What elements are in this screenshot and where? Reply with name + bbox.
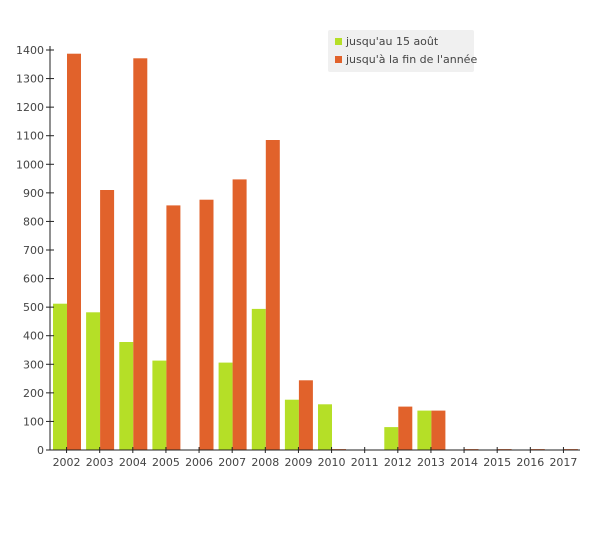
y-tick-label-500: 500 <box>23 301 44 314</box>
bar-2010-series-1 <box>318 404 332 450</box>
bar-2008-series-2 <box>265 140 280 450</box>
legend-label-series-1: jusqu'au 15 août <box>345 35 439 48</box>
x-tick-label-2013: 2013 <box>417 456 445 469</box>
y-tick-label-400: 400 <box>23 330 44 343</box>
x-tick-label-2016: 2016 <box>516 456 544 469</box>
x-tick-label-2014: 2014 <box>450 456 478 469</box>
y-tick-label-1000: 1000 <box>16 158 44 171</box>
y-tick-label-1100: 1100 <box>16 130 44 143</box>
x-tick-label-2007: 2007 <box>218 456 246 469</box>
bar-2003-series-1 <box>86 312 101 450</box>
x-tick-label-2005: 2005 <box>152 456 180 469</box>
bar-2013-series-2 <box>431 410 446 450</box>
bar-2005-series-1 <box>152 360 167 450</box>
bar-2007-series-1 <box>218 362 233 450</box>
bar-2002-series-1 <box>53 303 67 450</box>
x-tick-label-2009: 2009 <box>284 456 312 469</box>
x-tick-label-2010: 2010 <box>318 456 346 469</box>
y-tick-label-300: 300 <box>23 358 44 371</box>
y-tick-label-800: 800 <box>23 215 44 228</box>
x-tick-label-2015: 2015 <box>483 456 511 469</box>
x-tick-label-2003: 2003 <box>86 456 114 469</box>
bar-2005-series-2 <box>166 205 181 450</box>
y-tick-label-1200: 1200 <box>16 101 44 114</box>
bar-2013-series-1 <box>417 410 432 450</box>
bars-group <box>53 53 578 451</box>
bar-2006-series-2 <box>199 199 214 450</box>
y-tick-label-900: 900 <box>23 187 44 200</box>
bar-2008-series-1 <box>251 308 266 450</box>
y-tick-label-200: 200 <box>23 387 44 400</box>
bar-2009-series-2 <box>298 380 313 450</box>
axes-group: 0 100 200 300 400 500 600 700 800 900 1000 1100 1200… <box>16 44 580 469</box>
x-tick-label-2002: 2002 <box>53 456 81 469</box>
x-tick-label-2017: 2017 <box>549 456 577 469</box>
y-tick-label-1300: 1300 <box>16 73 44 86</box>
x-tick-label-2011: 2011 <box>351 456 379 469</box>
x-tick-label-2012: 2012 <box>384 456 412 469</box>
bar-2007-series-2 <box>232 179 247 450</box>
legend-background <box>328 30 474 72</box>
x-tick-label-2004: 2004 <box>119 456 147 469</box>
y-tick-label-100: 100 <box>23 415 44 428</box>
bar-2004-series-2 <box>133 58 148 451</box>
x-tick-label-2008: 2008 <box>251 456 279 469</box>
bar-2004-series-1 <box>119 342 134 450</box>
y-tick-label-0: 0 <box>37 444 44 457</box>
legend-swatch-series-2 <box>335 56 342 63</box>
legend: jusqu'au 15 août jusqu'à la fin de l'ann… <box>328 30 477 72</box>
bar-2003-series-2 <box>100 190 115 450</box>
y-tick-label-600: 600 <box>23 273 44 286</box>
bar-2012-series-2 <box>398 406 413 450</box>
x-tick-label-2006: 2006 <box>185 456 213 469</box>
bar-2002-series-2 <box>67 53 81 450</box>
bar-2012-series-1 <box>384 427 399 450</box>
legend-swatch-series-1 <box>335 38 342 45</box>
bar-2009-series-1 <box>284 399 299 450</box>
y-tick-label-700: 700 <box>23 244 44 257</box>
legend-label-series-2: jusqu'à la fin de l'année <box>345 53 477 66</box>
y-tick-label-1400: 1400 <box>16 44 44 57</box>
